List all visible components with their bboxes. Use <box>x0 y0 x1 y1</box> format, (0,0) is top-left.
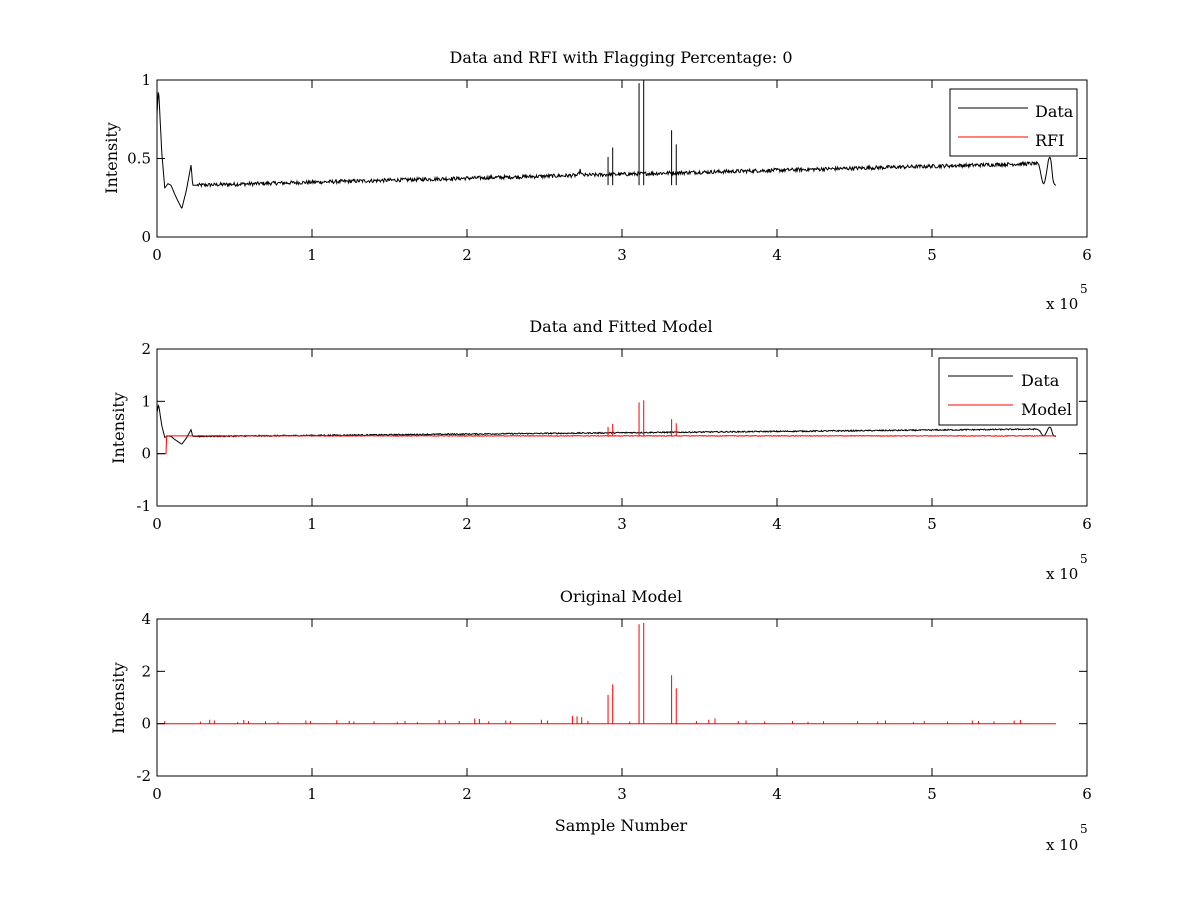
y-tick-label: 0 <box>141 445 151 463</box>
x-tick-label: 3 <box>617 515 627 533</box>
y-tick-label: 0 <box>141 715 151 733</box>
y-axis-label: Intensity <box>109 392 128 464</box>
series-model <box>157 434 1056 455</box>
y-axis-label: Intensity <box>102 122 121 194</box>
x-tick-label: 6 <box>1082 785 1092 803</box>
y-tick-label: 0.5 <box>127 150 151 168</box>
x-axis-multiplier-exponent: 5 <box>1080 282 1088 296</box>
x-tick-label: 2 <box>462 785 472 803</box>
x-axis-multiplier-exponent: 5 <box>1080 822 1088 836</box>
x-tick-label: 6 <box>1082 246 1092 264</box>
x-tick-label: 0 <box>152 246 162 264</box>
plot-area <box>156 80 1057 209</box>
x-tick-label: 4 <box>772 246 782 264</box>
x-tick-label: 0 <box>152 515 162 533</box>
subplot-data-and-rfi: Data and RFI with Flagging Percentage: 0… <box>102 48 1092 313</box>
x-axis-multiplier: x 10 <box>1046 295 1078 313</box>
subplot-data-and-fitted-model: Data and Fitted Model Intensity 0 1 2 3 4 5 6 -… <box>109 317 1092 583</box>
legend-label-model: Model <box>1021 400 1072 419</box>
chart-title: Data and RFI with Flagging Percentage: 0 <box>449 48 792 67</box>
y-tick-label: 1 <box>141 71 151 89</box>
legend: Data RFI <box>949 88 1078 157</box>
series-data <box>156 92 1057 209</box>
y-tick-label: 1 <box>141 392 151 410</box>
series-data <box>156 404 1057 445</box>
legend-label-rfi: RFI <box>1035 131 1064 150</box>
x-axis-label: Sample Number <box>555 816 688 835</box>
y-tick-label: 4 <box>141 610 151 628</box>
plot-area <box>157 622 1056 725</box>
y-tick-label: -1 <box>136 497 151 515</box>
x-tick-label: 3 <box>617 246 627 264</box>
plot-area <box>156 400 1057 455</box>
y-tick-label: -2 <box>136 767 151 785</box>
x-tick-label: 0 <box>152 785 162 803</box>
x-tick-label: 6 <box>1082 515 1092 533</box>
legend: Data Model <box>938 357 1078 426</box>
x-tick-label: 2 <box>462 246 472 264</box>
legend-label-data: Data <box>1035 102 1074 121</box>
x-tick-label: 4 <box>772 515 782 533</box>
x-axis-multiplier-exponent: 5 <box>1080 552 1088 566</box>
axis-ticks: 0 1 2 3 4 5 6 0 0.5 1 <box>127 71 1092 264</box>
x-tick-label: 5 <box>927 785 937 803</box>
chart-title: Data and Fitted Model <box>529 317 712 336</box>
y-tick-label: 0 <box>141 228 151 246</box>
x-tick-label: 1 <box>307 515 317 533</box>
chart-title: Original Model <box>560 587 682 606</box>
y-tick-label: 2 <box>141 662 151 680</box>
x-axis-multiplier: x 10 <box>1046 836 1078 854</box>
legend-label-data: Data <box>1021 371 1060 390</box>
x-tick-label: 5 <box>927 246 937 264</box>
y-axis-label: Intensity <box>109 662 128 734</box>
x-axis-multiplier: x 10 <box>1046 565 1078 583</box>
legend-box <box>938 357 1078 426</box>
x-tick-label: 2 <box>462 515 472 533</box>
x-tick-label: 4 <box>772 785 782 803</box>
legend-box <box>949 88 1078 157</box>
x-tick-label: 5 <box>927 515 937 533</box>
x-tick-label: 1 <box>307 785 317 803</box>
x-tick-label: 1 <box>307 246 317 264</box>
y-tick-label: 2 <box>141 340 151 358</box>
x-tick-label: 3 <box>617 785 627 803</box>
